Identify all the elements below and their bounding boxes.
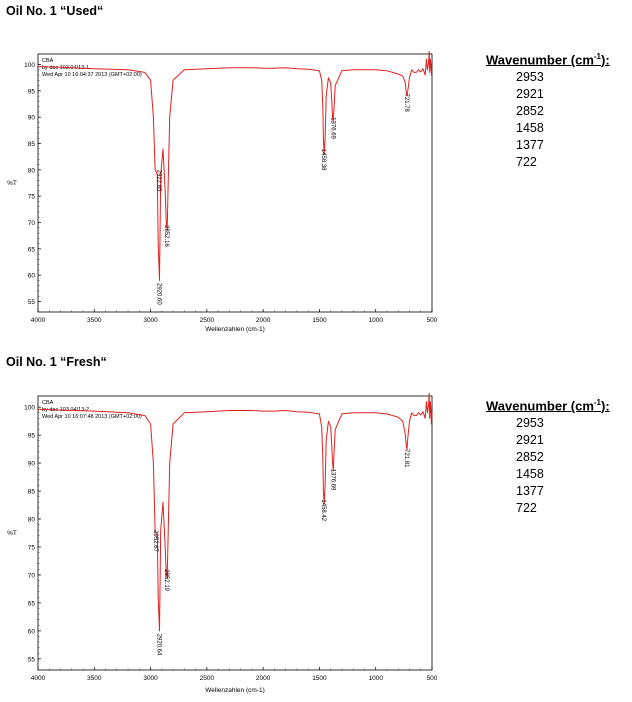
y-tick-label: 95 (28, 433, 36, 440)
wavenumber-item: 1458 (516, 121, 544, 136)
wavenumber-item: 1458 (516, 467, 544, 482)
plot-frame (37, 53, 433, 313)
wavenumber-list: 2953 2921 2852 1458 1377 722 (486, 69, 626, 171)
info-line: by dac 103.04/13-1 (42, 65, 89, 71)
wavenumber-item: 722 (516, 155, 537, 170)
wavenumber-list: 2953 2921 2852 1458 1377 722 (486, 415, 626, 517)
info-line: Wed Apr 10 16:04:37 2013 (GMT+02:00) (42, 72, 142, 78)
x-tick-label: 3000 (143, 675, 158, 682)
y-tick-label: 85 (28, 489, 36, 496)
y-tick-label: 75 (28, 194, 36, 201)
wavenumber-header-text: Wavenumber (cm (486, 52, 594, 68)
x-axis-label: Wellenzahlen (cm-1) (205, 687, 264, 694)
x-tick-label: 3000 (143, 317, 158, 324)
peak-label: 1458.38 (320, 149, 326, 171)
peak-label: 1458.42 (320, 499, 326, 521)
spectrum-line (37, 392, 433, 632)
y-tick-label: 85 (28, 141, 36, 148)
wavenumber-item: 1377 (516, 138, 544, 153)
peak-label: 2922.85 (155, 170, 161, 192)
y-tick-label: 65 (28, 600, 36, 607)
section-title-used: Oil No. 1 “Used“ (6, 4, 104, 18)
spectrum-chart-used: 55 60 65 70 75 80 85 90 95 100 4000 3500 3000 2500 200… (7, 50, 438, 333)
y-tick-label: 90 (28, 115, 36, 122)
x-tick-label: 3500 (87, 675, 102, 682)
peak-label: 2852.16 (163, 225, 169, 247)
x-tick-label: 1500 (312, 675, 327, 682)
x-tick-label: 1000 (368, 675, 383, 682)
x-axis-label: Wellenzahlen (cm-1) (205, 326, 264, 333)
y-tick-label: 100 (24, 405, 35, 412)
wavenumber-header-tail: ): (601, 52, 610, 68)
wavenumber-table-fresh: Wavenumber (cm-1): 2953 2921 2852 1458 1… (486, 398, 626, 517)
x-tick-label: 500 (427, 675, 438, 682)
y-axis-label: %T (7, 530, 17, 537)
x-tick-label: 2000 (256, 317, 271, 324)
x-tick-label: 3500 (87, 317, 102, 324)
peak-label: 2920.60 (155, 283, 161, 305)
x-tick-label: 1000 (368, 317, 383, 324)
y-tick-label: 100 (24, 62, 35, 69)
peak-label: 2920.64 (156, 634, 162, 656)
wavenumber-header: Wavenumber (cm-1): (486, 398, 626, 413)
x-tick-label: 2500 (200, 317, 215, 324)
plot-frame (37, 395, 433, 671)
wavenumber-item: 722 (516, 501, 537, 516)
wavenumber-item: 2953 (516, 70, 544, 85)
y-axis-label: %T (7, 180, 17, 187)
wavenumber-item: 1377 (516, 484, 544, 499)
info-line: Wed Apr 10 16:07:48 2013 (GMT+02:00) (42, 414, 142, 420)
y-tick-label: 55 (28, 656, 36, 663)
spectrum-line (37, 50, 433, 281)
wavenumber-header-sup: -1 (593, 398, 602, 407)
y-tick-label: 80 (28, 167, 36, 174)
y-tick-label: 80 (28, 517, 36, 524)
y-tick-label: 55 (28, 299, 36, 306)
y-tick-label: 60 (28, 273, 36, 280)
y-tick-label: 60 (28, 628, 36, 635)
wavenumber-header-tail: ): (601, 398, 610, 414)
peak-label: 721.78 (403, 94, 409, 113)
y-tick-label: 90 (28, 461, 36, 468)
x-tick-label: 4000 (31, 317, 46, 324)
peak-label: 2852.19 (163, 569, 169, 591)
x-tick-label: 4000 (31, 675, 46, 682)
wavenumber-item: 2921 (516, 87, 544, 102)
y-tick-label: 75 (28, 544, 36, 551)
wavenumber-item: 2953 (516, 416, 544, 431)
wavenumber-table-used: Wavenumber (cm-1): 2953 2921 2852 1458 1… (486, 52, 626, 171)
x-tick-label: 1500 (312, 317, 327, 324)
wavenumber-header-sup: -1 (593, 52, 602, 61)
y-tick-label: 65 (28, 246, 36, 253)
info-line: CBA (42, 58, 54, 64)
peak-label: 2952.67 (152, 530, 158, 552)
x-tick-label: 500 (427, 317, 438, 324)
wavenumber-header-text: Wavenumber (cm (486, 398, 594, 414)
y-tick-label: 70 (28, 220, 36, 227)
peak-label: 1376.69 (329, 117, 335, 139)
wavenumber-item: 2921 (516, 433, 544, 448)
x-tick-label: 2500 (200, 675, 215, 682)
spectrum-chart-fresh: 55 60 65 70 75 80 85 90 95 100 4000 3500 3000 2500 200… (7, 392, 438, 694)
info-line: CBA (42, 400, 54, 406)
peak-label: 1376.69 (329, 469, 335, 491)
peak-label: 721.81 (403, 449, 409, 468)
y-tick-label: 70 (28, 572, 36, 579)
x-tick-label: 2000 (256, 675, 271, 682)
section-title-fresh: Oil No. 1 “Fresh“ (6, 355, 107, 369)
wavenumber-header: Wavenumber (cm-1): (486, 52, 626, 67)
y-tick-label: 95 (28, 88, 36, 95)
wavenumber-item: 2852 (516, 104, 544, 119)
wavenumber-item: 2852 (516, 450, 544, 465)
